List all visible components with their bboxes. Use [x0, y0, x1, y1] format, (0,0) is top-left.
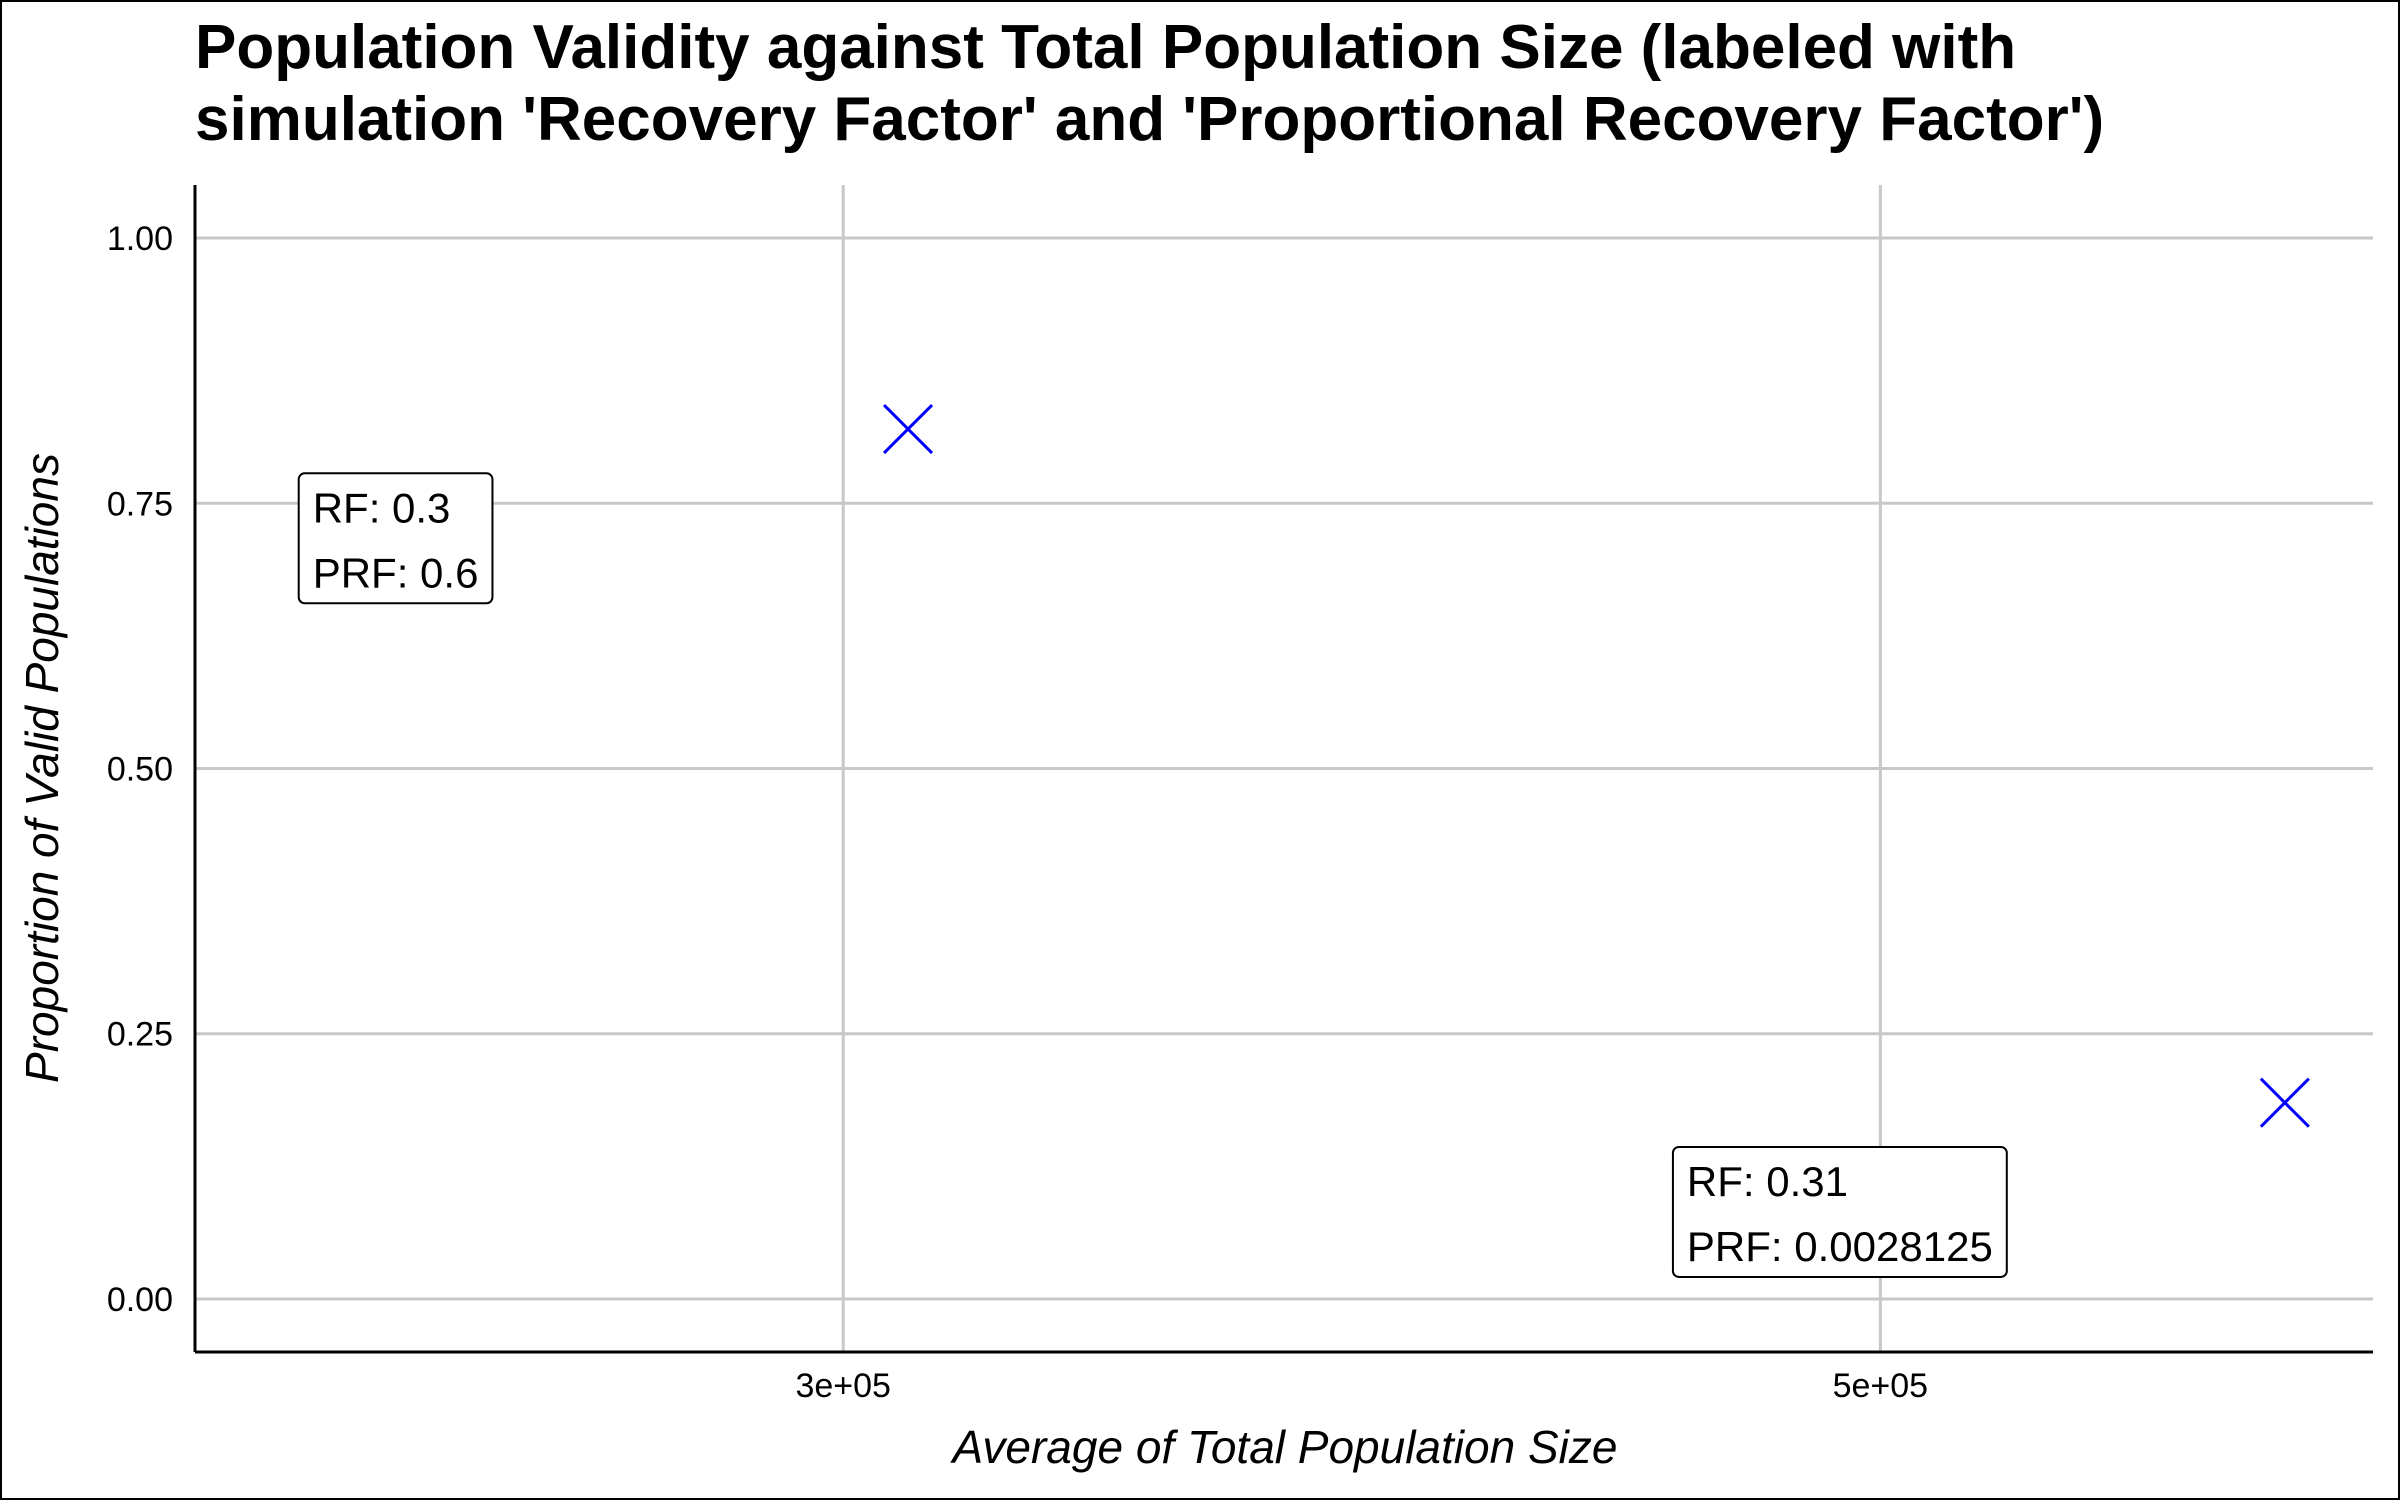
x-tick-label: 3e+05	[795, 1367, 891, 1405]
data-point-marker	[882, 403, 934, 455]
marker-stroke	[2259, 1077, 2310, 1128]
chart-title: Population Validity against Total Popula…	[195, 13, 2104, 154]
tick-labels: 0.00 0.25 0.50 0.75 1.00 3e+05 5e+05	[107, 220, 1928, 1405]
y-axis-title: Proportion of Valid Populations	[16, 453, 68, 1083]
x-axis-title: Average of Total Population Size	[950, 1421, 1618, 1473]
grid-lines	[195, 185, 2373, 1352]
y-tick-label: 0.50	[107, 751, 173, 789]
y-tick-label: 0.25	[107, 1016, 173, 1054]
annotation-box	[1671, 1145, 2008, 1278]
annotation-rf-text: RF: 0.31	[1687, 1158, 1848, 1205]
annotation-prf-text: PRF: 0.0028125	[1687, 1223, 1993, 1270]
axes	[193, 185, 2373, 1354]
data-point-marker	[2259, 1077, 2310, 1128]
y-tick-label: 0.00	[107, 1281, 173, 1319]
annotation-label: RF: 0.3 PRF: 0.6	[297, 472, 494, 605]
chart-title-line-2: simulation 'Recovery Factor' and 'Propor…	[195, 85, 2104, 154]
annotation-prf-text: PRF: 0.6	[313, 549, 479, 596]
chart-title-line-1: Population Validity against Total Popula…	[195, 13, 2016, 82]
annotation-box	[297, 472, 494, 605]
marker-stroke	[882, 403, 934, 455]
annotation-rf-text: RF: 0.3	[313, 484, 451, 531]
y-tick-label: 1.00	[107, 220, 173, 258]
annotation-label: RF: 0.31 PRF: 0.0028125	[1671, 1145, 2008, 1278]
annotations: RF: 0.3 PRF: 0.6 RF: 0.31 PRF: 0.0028125	[297, 472, 2008, 1278]
y-tick-label: 0.75	[107, 485, 173, 523]
data-points	[882, 403, 2310, 1128]
x-tick-label: 5e+05	[1833, 1367, 1929, 1405]
